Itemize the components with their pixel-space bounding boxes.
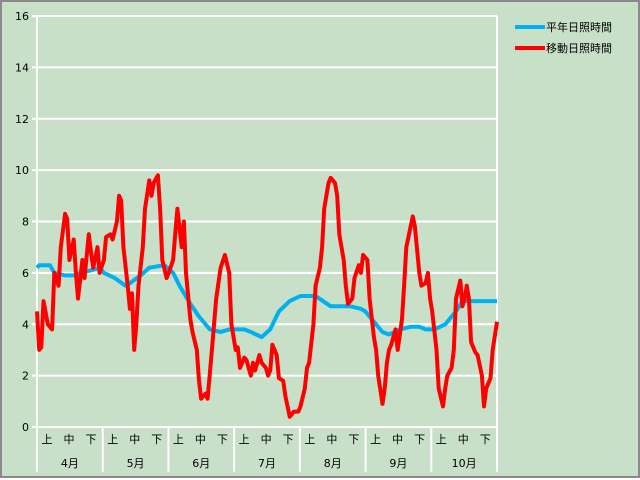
x-subperiod-label: 中 (129, 433, 140, 446)
x-subperiod-label: 中 (392, 433, 403, 446)
y-tick-label: 2 (22, 370, 29, 383)
x-subperiod-label: 下 (217, 433, 228, 446)
x-subperiod-label: 上 (370, 433, 381, 446)
x-subperiod-label: 上 (42, 433, 53, 446)
x-subperiod-label: 中 (458, 433, 469, 446)
x-month-label: 6月 (192, 457, 210, 470)
x-subperiod-label: 中 (195, 433, 206, 446)
y-tick-label: 8 (22, 216, 29, 229)
y-tick-label: 10 (15, 164, 29, 177)
x-month-label: 9月 (389, 457, 407, 470)
x-month-label: 8月 (324, 457, 342, 470)
x-subperiod-label: 上 (304, 433, 315, 446)
x-month-label: 5月 (127, 457, 145, 470)
x-subperiod-label: 上 (436, 433, 447, 446)
series-line-moving (35, 173, 499, 419)
x-month-label: 10月 (452, 457, 477, 470)
y-tick-label: 6 (22, 267, 29, 280)
x-subperiod-label: 下 (348, 433, 359, 446)
y-tick-label: 12 (15, 113, 29, 126)
x-subperiod-label: 中 (326, 433, 337, 446)
x-subperiod-label: 中 (261, 433, 272, 446)
x-month-label: 7月 (258, 457, 276, 470)
y-tick-label: 14 (15, 61, 29, 74)
x-subperiod-label: 上 (239, 433, 250, 446)
x-subperiod-label: 上 (173, 433, 184, 446)
x-subperiod-label: 下 (414, 433, 425, 446)
legend-label: 平年日照時間 (546, 20, 612, 34)
y-tick-label: 0 (22, 421, 29, 434)
x-subperiod-label: 下 (86, 433, 97, 446)
x-subperiod-label: 下 (480, 433, 491, 446)
y-tick-label: 16 (15, 10, 29, 23)
legend-label: 移動日照時間 (546, 41, 612, 55)
x-subperiod-label: 中 (64, 433, 75, 446)
x-subperiod-label: 上 (107, 433, 118, 446)
y-tick-label: 4 (22, 318, 29, 331)
x-subperiod-label: 下 (151, 433, 162, 446)
x-subperiod-label: 下 (283, 433, 294, 446)
x-month-label: 4月 (61, 457, 79, 470)
